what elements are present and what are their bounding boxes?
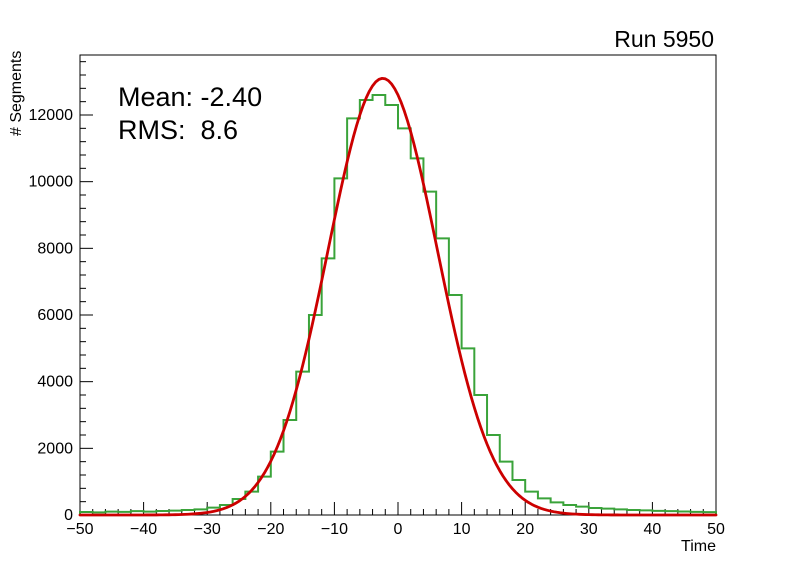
x-tick-label: 0 xyxy=(394,521,403,538)
x-tick-label: −40 xyxy=(130,521,157,538)
x-tick-label: 30 xyxy=(580,521,598,538)
y-tick-label: 8000 xyxy=(37,240,73,257)
y-tick-label: 2000 xyxy=(37,440,73,457)
x-tick-label: −10 xyxy=(321,521,348,538)
stat-mean: Mean: -2.40 xyxy=(118,82,263,112)
x-tick-label: 10 xyxy=(453,521,471,538)
x-axis-label: Time xyxy=(681,538,716,555)
y-axis-label: # Segments xyxy=(8,50,25,136)
x-tick-label: −30 xyxy=(194,521,221,538)
y-tick-label: 0 xyxy=(64,507,73,524)
x-tick-label: −20 xyxy=(257,521,284,538)
y-tick-label: 6000 xyxy=(37,307,73,324)
plot-title: Run 5950 xyxy=(614,26,714,52)
fit-curve xyxy=(78,76,718,517)
histogram-series xyxy=(79,94,717,515)
y-tick-label: 10000 xyxy=(29,174,74,191)
stat-rms: RMS: 8.6 xyxy=(118,115,239,145)
x-tick-label: 50 xyxy=(707,521,725,538)
x-tick-label: 20 xyxy=(516,521,534,538)
x-tick-label: −50 xyxy=(66,521,93,538)
y-tick-label: 12000 xyxy=(29,107,74,124)
x-tick-label: 40 xyxy=(644,521,662,538)
y-tick-label: 4000 xyxy=(37,374,73,391)
